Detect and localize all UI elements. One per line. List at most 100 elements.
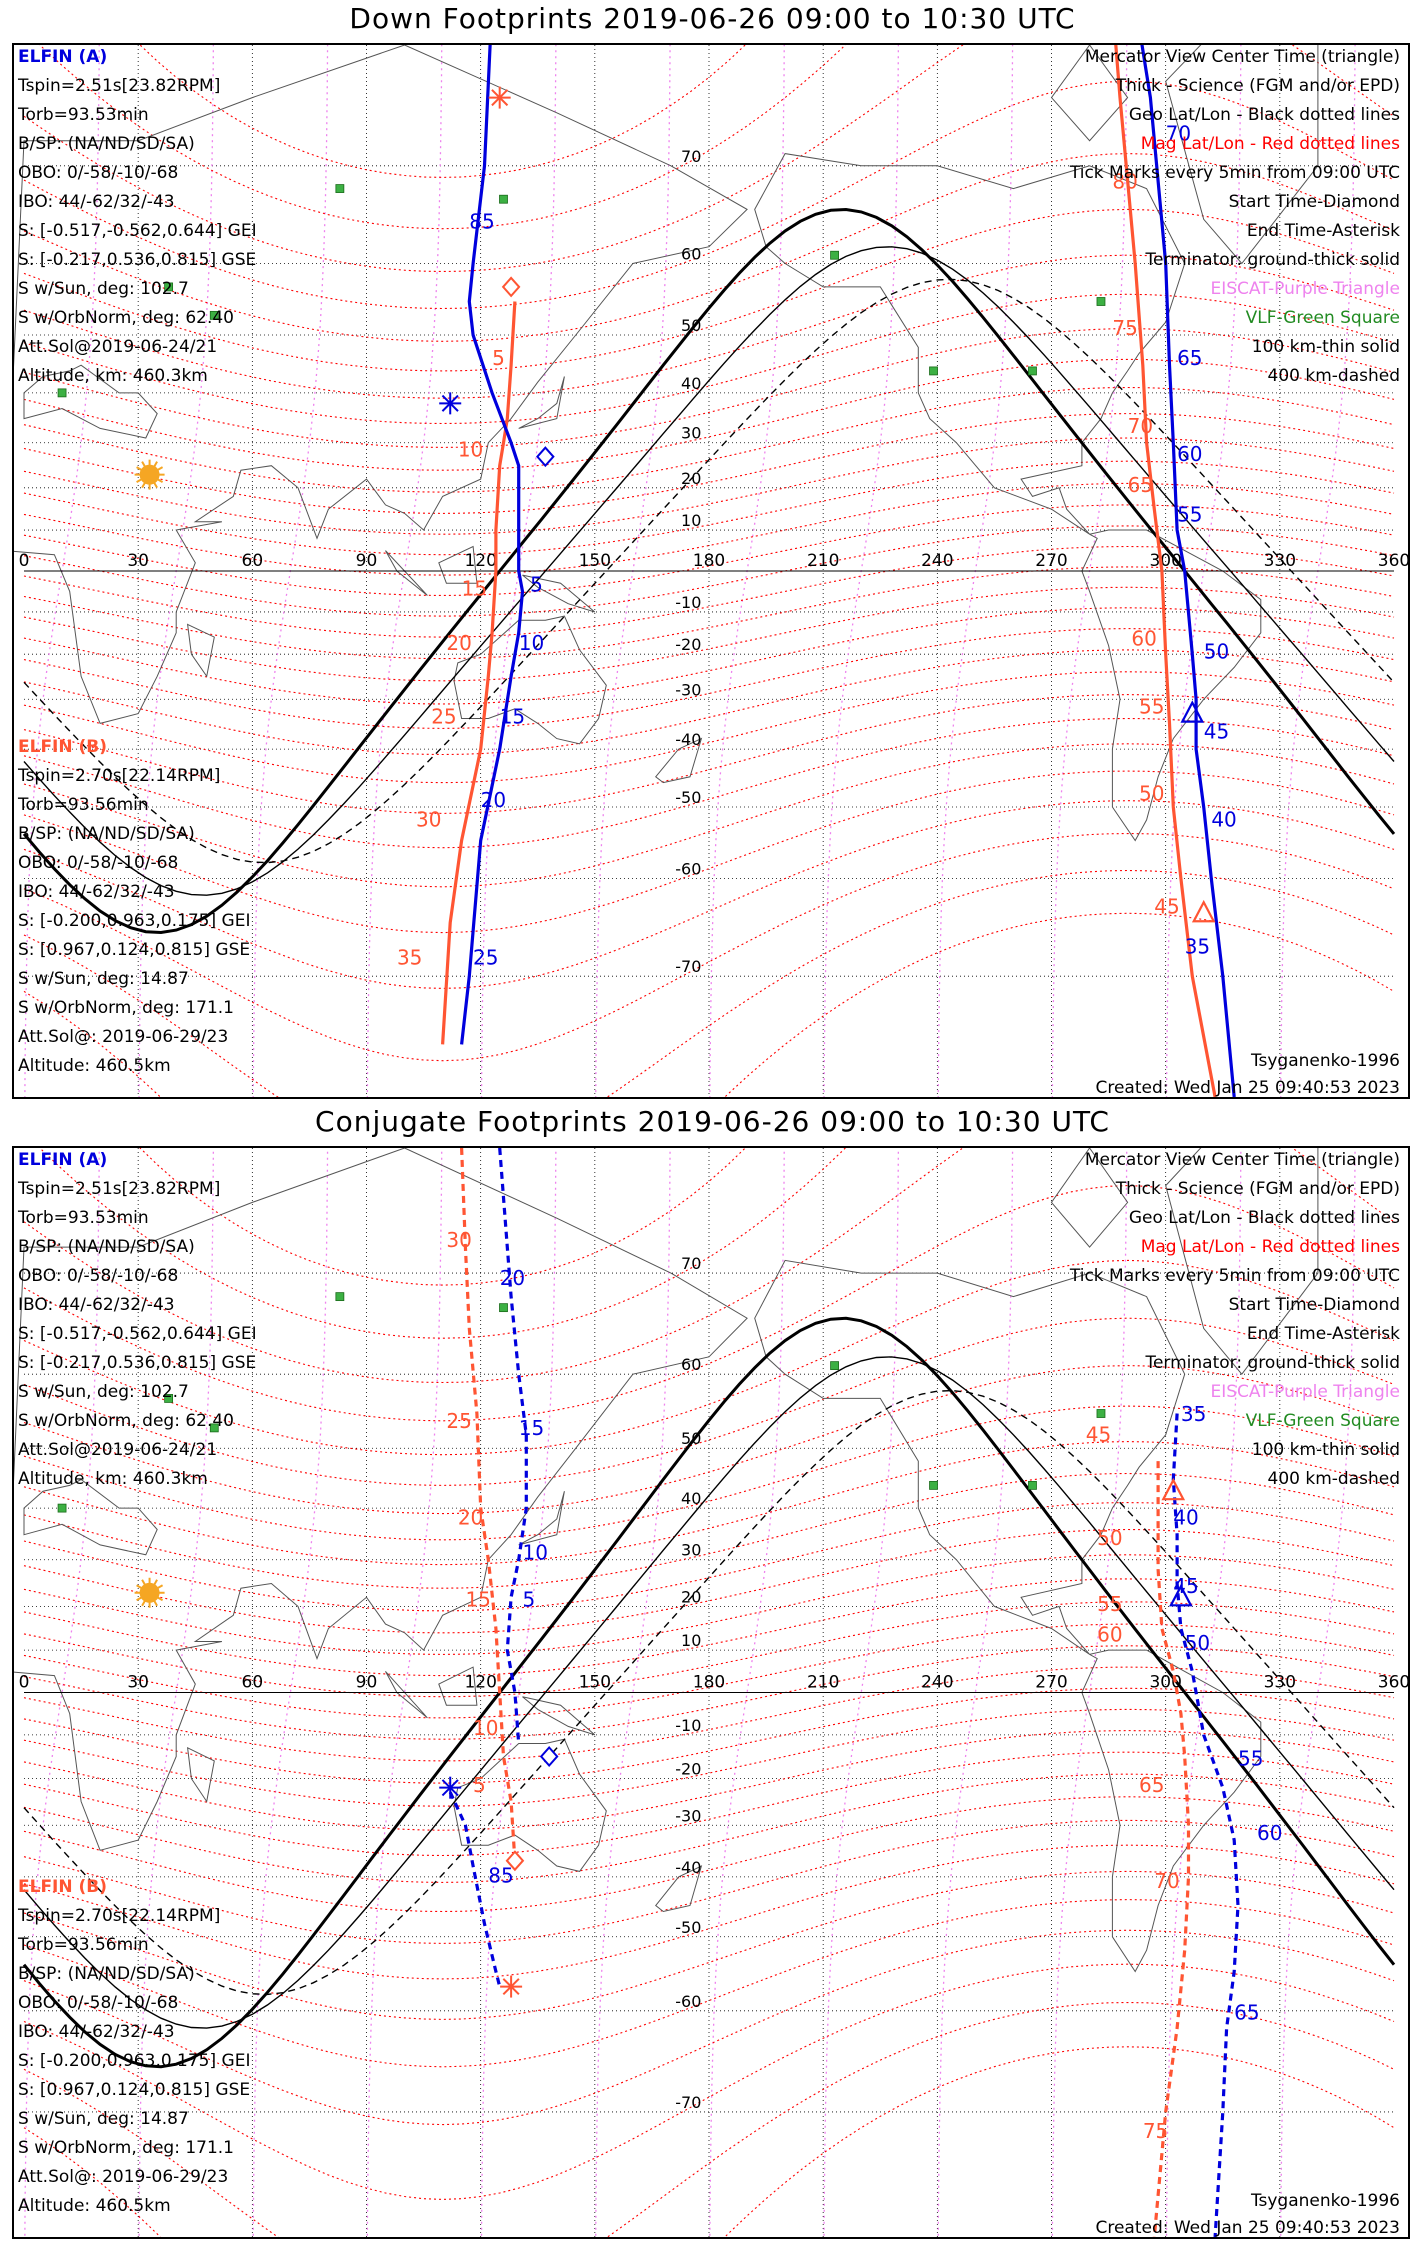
elfin-b-end-asterisk — [488, 86, 511, 109]
magnetic-parallel — [39, 1148, 847, 1339]
lat-tick-label: -60 — [675, 859, 701, 878]
coastline — [23, 364, 158, 439]
lon-tick-label: 150 — [579, 551, 611, 571]
legend-item: End Time-Asterisk — [1247, 221, 1400, 241]
lat-tick-label: 50 — [681, 1429, 701, 1448]
terminator-100km — [23, 246, 1395, 896]
magnetic-parallel — [23, 1708, 1395, 1807]
magnetic-parallel — [23, 1899, 1395, 2068]
magnetic-meridian — [823, 1148, 900, 2237]
lon-tick-label: 330 — [1264, 1673, 1296, 1693]
elfin-b-tick-label: 70 — [1154, 1869, 1179, 1893]
magnetic-parallel — [23, 80, 1395, 310]
elfin-a-tick-label: 10 — [519, 631, 544, 655]
sun-ray — [156, 1596, 164, 1602]
elfin-b-info-line: S w/OrbNorm, deg: 171.1 — [18, 2138, 234, 2158]
elfin-b-tick-label: 80 — [1112, 170, 1137, 194]
elfin-a-info-line: S: [-0.517,-0.562,0.644] GEI — [18, 1324, 257, 1344]
magnetic-meridian — [1280, 1148, 1356, 2237]
lat-tick-label: 60 — [681, 245, 701, 264]
elfin-b-tick-label: 75 — [1143, 2119, 1168, 2143]
elfin-b-info-line: S w/OrbNorm, deg: 171.1 — [18, 998, 234, 1018]
magnetic-meridian — [252, 1148, 329, 2237]
lat-tick-label: 40 — [681, 374, 701, 393]
legend-item: 100 km-thin solid — [1252, 337, 1400, 357]
vlf-station-icon — [929, 366, 938, 376]
elfin-b-info-line: B/SP: (NA/ND/SD/SA) — [18, 1964, 195, 1984]
terminator-ground — [22, 1316, 1396, 2069]
magnetic-parallel — [23, 1317, 1395, 1486]
sun-icon — [134, 459, 165, 490]
elfin-a-tick-label: 5 — [523, 1587, 536, 1611]
elfin-a-center-triangle — [1169, 1583, 1193, 1607]
asterisk-stroke — [441, 1779, 459, 1797]
coastline — [518, 376, 565, 429]
magnetic-parallel — [23, 1751, 1395, 1857]
sun-disc — [139, 464, 160, 485]
elfin-a-start-diamond — [536, 446, 555, 468]
elfin-b-tick-label: 65 — [1139, 1773, 1164, 1797]
legend-item: EISCAT-Purple Triangle — [1210, 1382, 1400, 1402]
elfin-a-info-line: S: [-0.217,0.536,0.815] GSE — [18, 1353, 256, 1373]
elfin-a-start-diamond — [539, 1746, 559, 1768]
elfin-b-start-diamond — [501, 276, 521, 298]
model-label: Tsyganenko-1996 — [1250, 2191, 1400, 2211]
magnetic-parallel — [23, 2001, 1395, 2237]
magnetic-parallel — [23, 437, 1395, 535]
elfin-b-track — [441, 45, 1217, 1097]
lon-tick-label: 150 — [579, 1673, 611, 1693]
legend-item: EISCAT-Purple Triangle — [1210, 279, 1400, 299]
elfin-a-tick-label: 55 — [1177, 503, 1202, 527]
elfin-a-center-triangle — [1180, 700, 1205, 723]
lon-tick-label: 240 — [921, 551, 953, 571]
elfin-a-tick-label: 65 — [1234, 2000, 1259, 2024]
magnetic-parallel — [23, 1929, 1395, 2126]
elfin-b-name: ELFIN (B) — [18, 737, 107, 757]
elfin-a-tick-label: 50 — [1204, 640, 1229, 664]
coastline — [1165, 1148, 1319, 1376]
elfin-b-name: ELFIN (B) — [18, 1877, 107, 1897]
elfin-a-info-line: S w/Sun, deg: 102.7 — [18, 1382, 189, 1402]
lat-tick-label: -60 — [675, 1992, 701, 2011]
magnetic-parallel — [23, 208, 1395, 372]
elfin-a-tick-label: 85 — [488, 1863, 513, 1887]
elfin-a-track — [448, 1148, 1240, 2237]
vlf-station-icon — [335, 184, 345, 193]
legend-item: 100 km-thin solid — [1252, 1440, 1400, 1460]
lat-tick-label: 40 — [681, 1489, 701, 1508]
elfin-b-info-line: OBO: 0/-58/-10/-68 — [18, 853, 178, 873]
map-conjugate-footprints: 0 30 60 90 120 150 180 210 240 270 300 330 360706050… — [14, 1148, 1408, 2237]
elfin-a-info-line: S w/Sun, deg: 102.7 — [18, 279, 189, 299]
elfin-a-info-line: Altitude, km: 460.3km — [18, 1469, 208, 1489]
lat-tick-label: -20 — [675, 635, 701, 654]
lon-tick-label: 60 — [242, 1673, 264, 1693]
magnetic-parallel — [23, 1963, 1395, 2200]
elfin-b-tick-label: 25 — [446, 1409, 471, 1433]
magnetic-parallel — [23, 1259, 1395, 1456]
elfin-a-tick-label: 70 — [1166, 122, 1191, 146]
continents — [14, 45, 1319, 842]
panel-title-down: Down Footprints 2019-06-26 09:00 to 10:3… — [349, 2, 1076, 35]
elfin-a-tick-label: 55 — [1238, 1746, 1263, 1770]
magnetic-meridian — [1165, 1148, 1242, 2237]
vlf-station-icon — [164, 1394, 174, 1403]
lat-tick-label: 60 — [681, 1355, 701, 1374]
lat-tick-label: -10 — [675, 1716, 701, 1735]
lat-tick-label: 10 — [681, 511, 701, 530]
created-label: Created: Wed Jan 25 09:40:53 2023 — [1095, 2218, 1400, 2237]
vlf-station-icon — [57, 1503, 67, 1513]
elfin-a-tick-label: 40 — [1211, 808, 1236, 832]
elfin-b-info-line: S w/Sun, deg: 14.87 — [18, 2109, 189, 2129]
terminator-100km — [23, 1356, 1395, 2029]
magnetic-parallel — [23, 1796, 1395, 1913]
magnetic-parallel — [23, 386, 1395, 493]
vlf-station-icon — [830, 1361, 839, 1371]
vlf-station-icon — [499, 194, 508, 204]
elfin-a-info-line: S w/OrbNorm, deg: 62.40 — [18, 308, 234, 328]
magnetic-parallel — [23, 1148, 1395, 1384]
magnetic-parallel — [23, 586, 1395, 682]
elfin-a-info-line: Torb=93.53min — [17, 105, 149, 125]
elfin-a-info-line: IBO: 44/-62/32/-43 — [18, 1295, 175, 1315]
vlf-station-icon — [830, 250, 839, 260]
magnetic-parallel — [23, 1623, 1395, 1719]
